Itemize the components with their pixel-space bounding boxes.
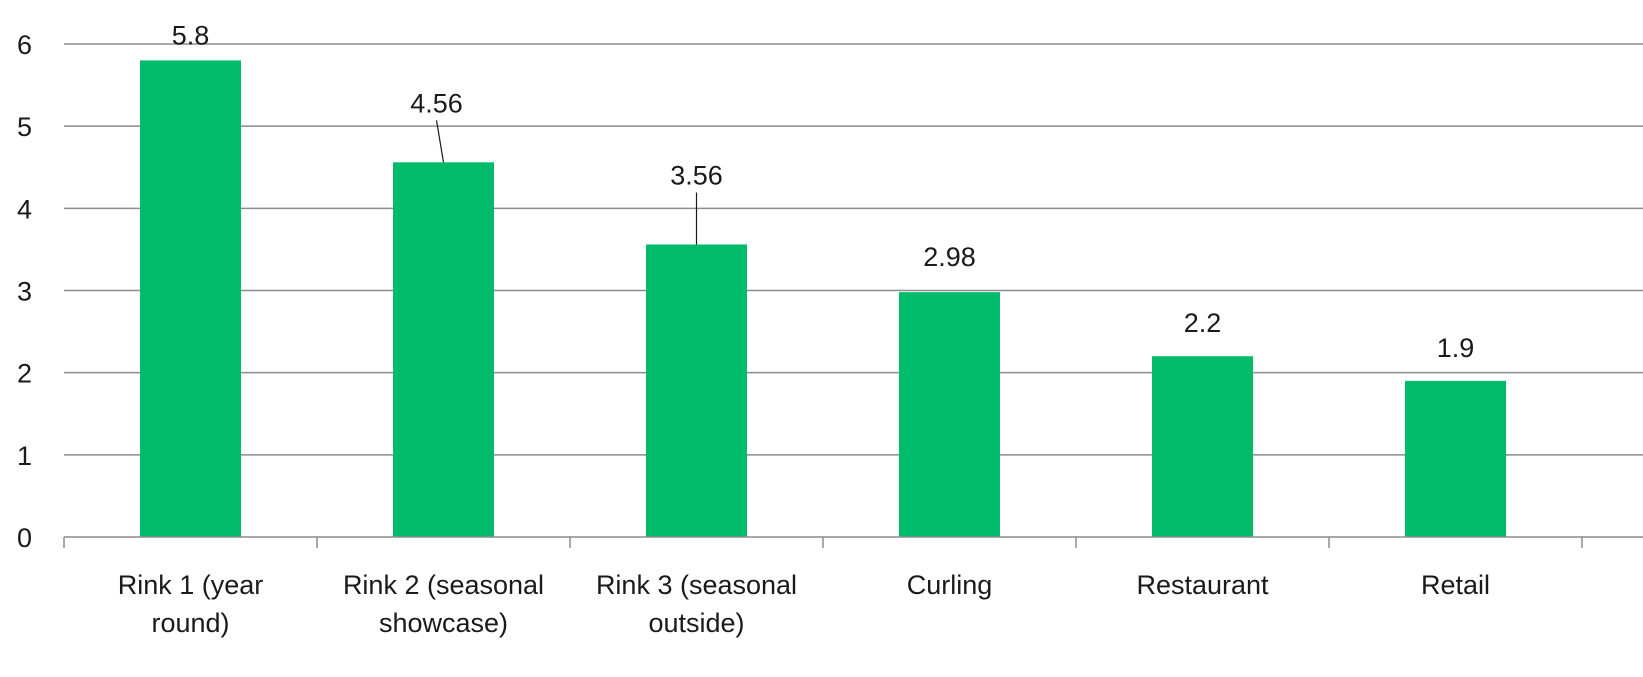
y-tick-label: 5	[17, 112, 32, 142]
bar	[1152, 356, 1253, 537]
x-axis	[63, 536, 1643, 548]
category-label: Rink 2 (seasonal showcase)	[343, 570, 544, 638]
bar	[899, 292, 1000, 537]
bar	[1405, 380, 1506, 537]
category-label-line: Rink 2 (seasonal	[343, 570, 544, 600]
data-label: 2.98	[923, 242, 976, 272]
bars	[140, 60, 1506, 537]
y-axis-ticks: 0 1 2 3 4 5 6	[17, 30, 32, 553]
y-tick-label: 0	[17, 523, 32, 553]
category-label: Rink 3 (seasonal outside)	[596, 570, 797, 638]
category-label-line: showcase)	[379, 608, 508, 638]
category-label: Retail	[1421, 570, 1490, 600]
category-labels: Rink 1 (year round) Rink 2 (seasonal showca…	[118, 570, 1490, 638]
category-label-line: Retail	[1421, 570, 1490, 600]
data-label: 1.9	[1437, 333, 1475, 363]
data-label: 3.56	[670, 160, 723, 190]
leader-lines	[435, 120, 698, 245]
data-label: 4.56	[410, 88, 463, 118]
data-labels: 5.8 4.56 3.56 2.98 2.2 1.9	[172, 20, 1475, 362]
category-label-line: Rink 1 (year	[118, 570, 264, 600]
category-label-line: Curling	[907, 570, 993, 600]
data-label: 2.2	[1184, 308, 1222, 338]
y-tick-label: 6	[17, 30, 32, 60]
data-label: 5.8	[172, 20, 210, 50]
bar	[140, 60, 241, 537]
y-tick-label: 3	[17, 277, 32, 307]
category-label-line: Restaurant	[1136, 570, 1269, 600]
gridlines	[64, 43, 1643, 456]
y-tick-label: 4	[17, 194, 32, 224]
category-label: Rink 1 (year round)	[118, 570, 264, 638]
category-label-line: outside)	[648, 608, 744, 638]
category-label: Restaurant	[1136, 570, 1269, 600]
category-label-line: Rink 3 (seasonal	[596, 570, 797, 600]
leader-line	[435, 120, 445, 163]
category-label-line: round)	[151, 608, 229, 638]
category-label: Curling	[907, 570, 993, 600]
bar	[646, 244, 747, 537]
y-tick-label: 1	[17, 441, 32, 471]
y-tick-label: 2	[17, 359, 32, 389]
bar	[393, 162, 494, 537]
